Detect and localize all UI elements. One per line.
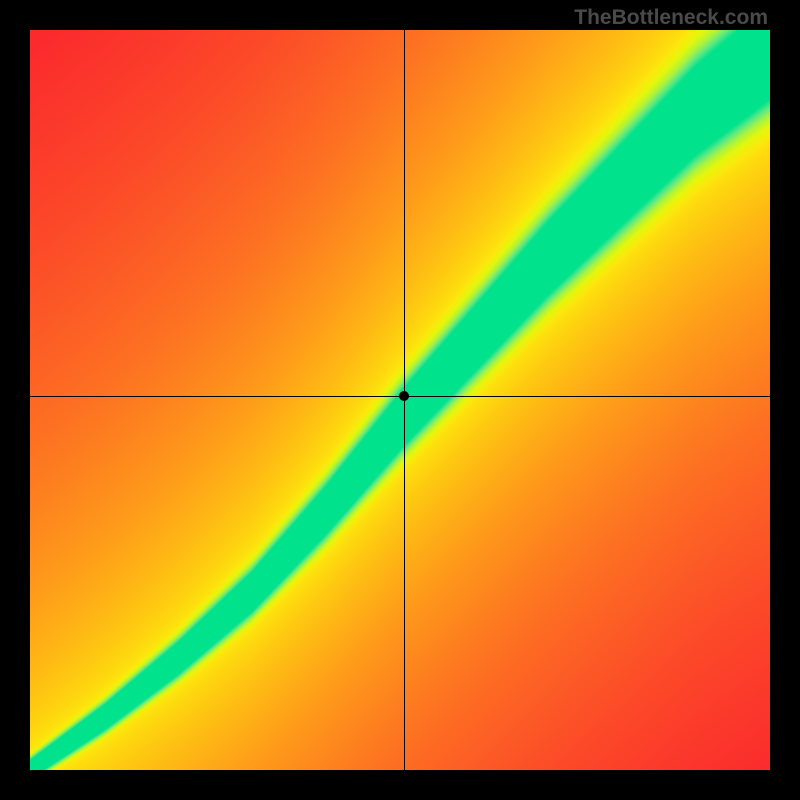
heatmap-canvas — [30, 30, 770, 770]
heatmap-chart — [30, 30, 770, 770]
crosshair-marker — [399, 391, 409, 401]
watermark-text: TheBottleneck.com — [574, 6, 768, 30]
